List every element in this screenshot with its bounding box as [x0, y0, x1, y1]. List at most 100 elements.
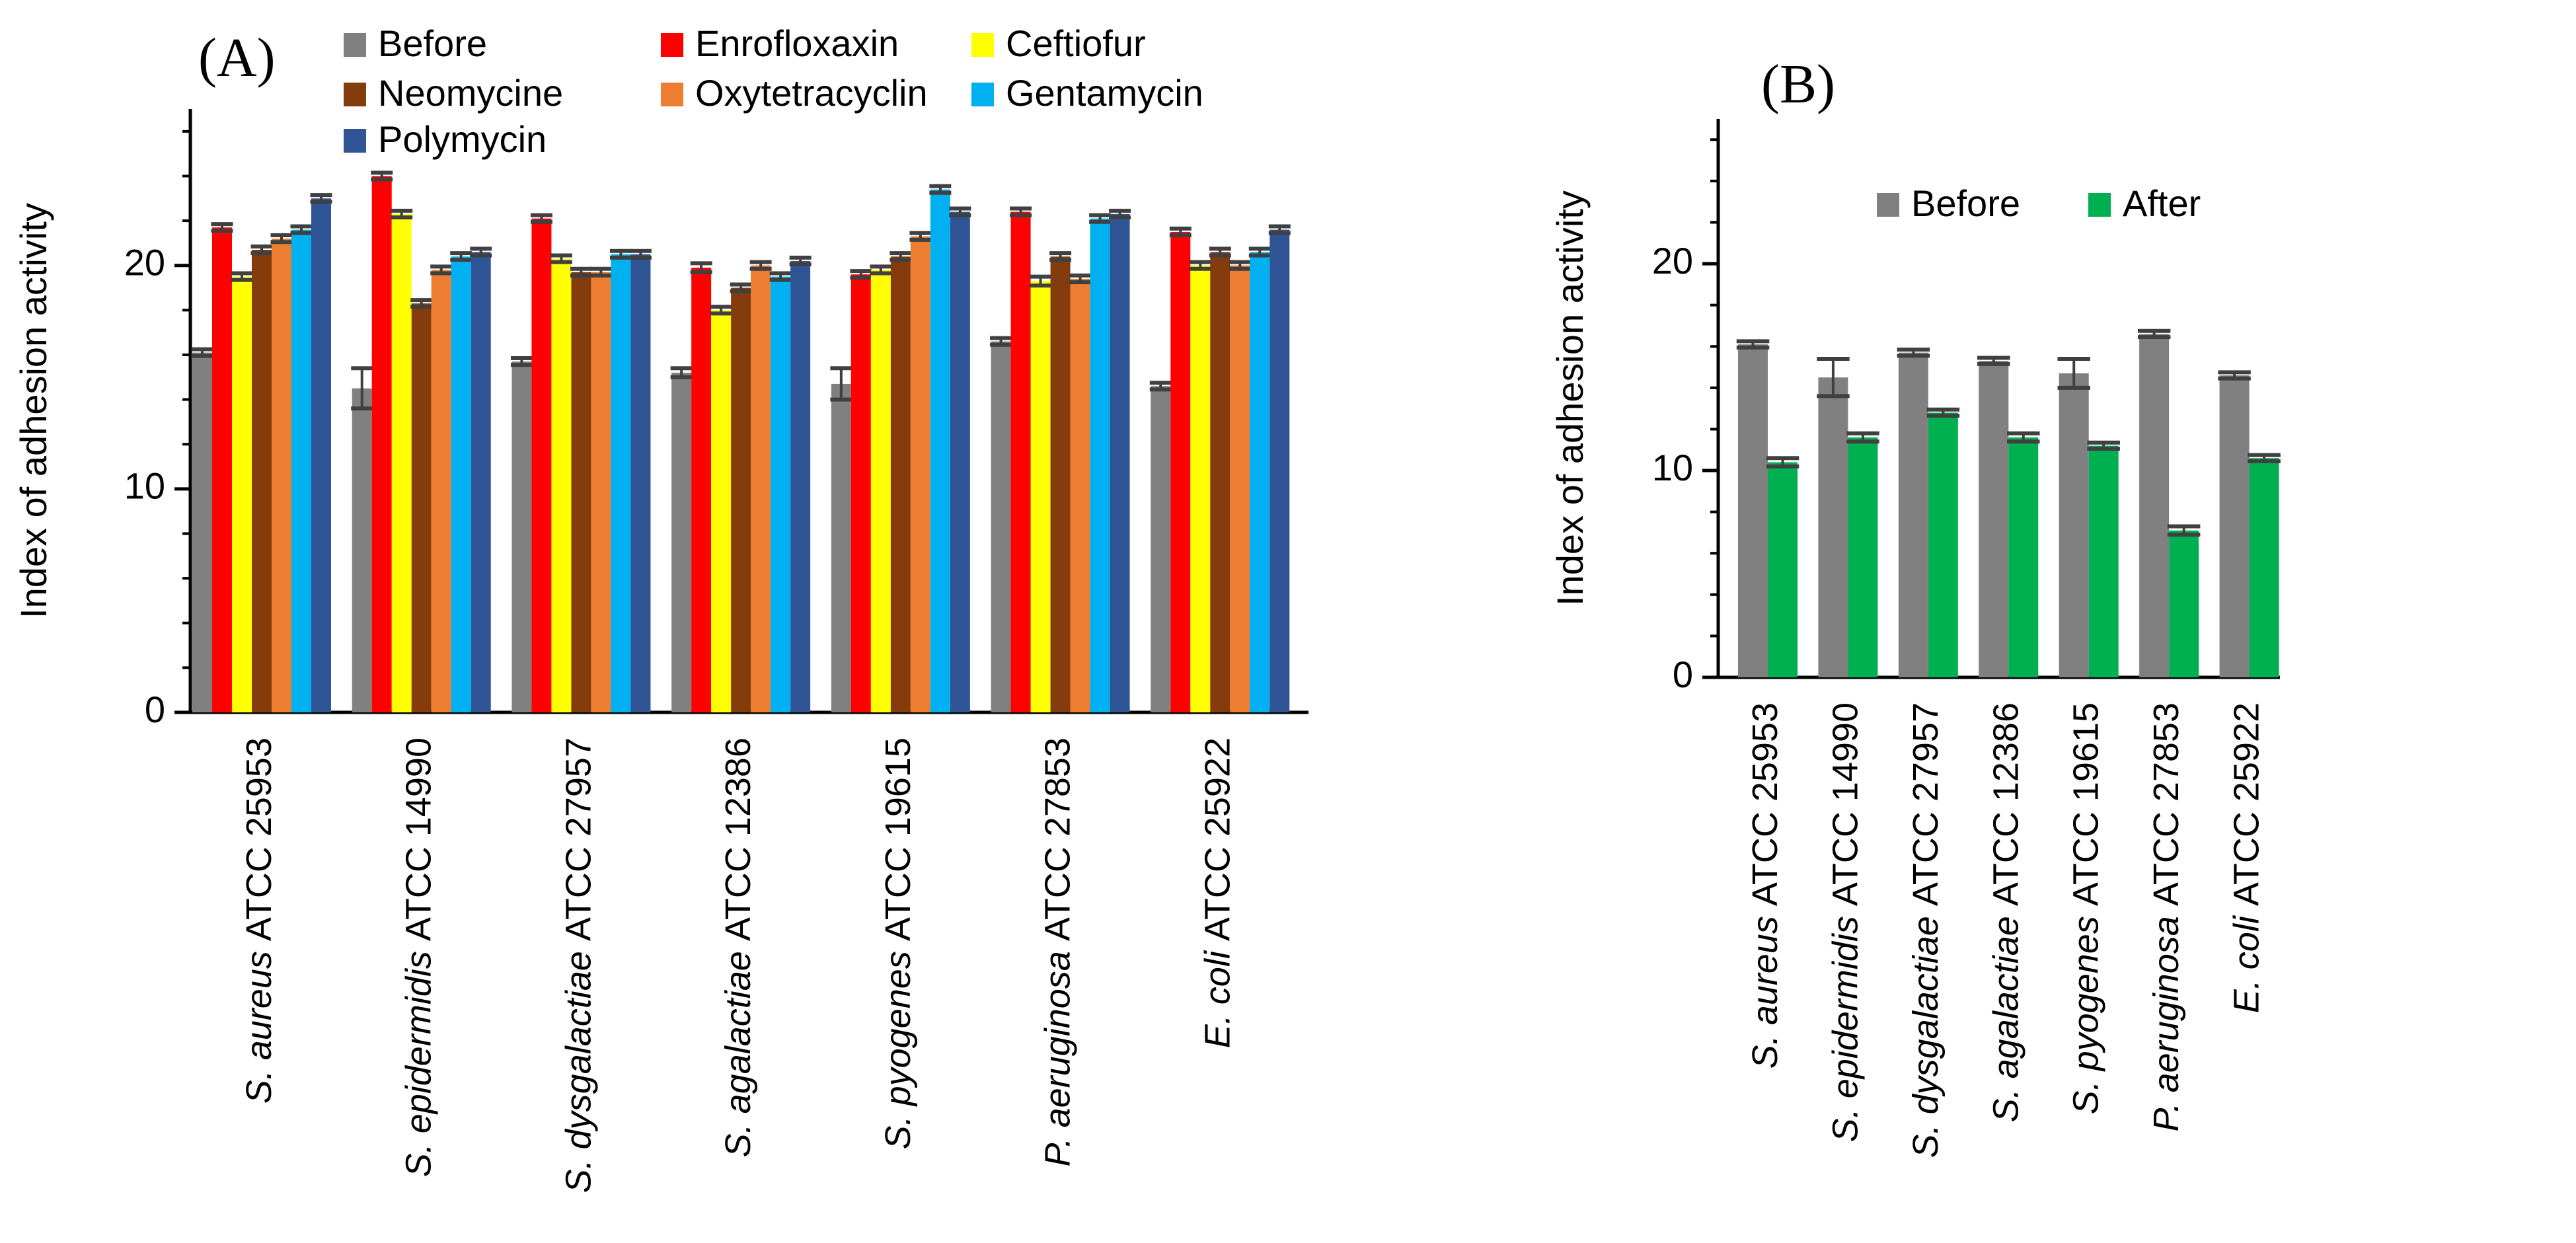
bar-enrofloxaxin-2	[371, 176, 392, 712]
bar-after-4	[2008, 437, 2039, 677]
legend-swatch-gentamycin	[971, 83, 994, 106]
bar-before-5	[831, 383, 851, 712]
legend-label-neomycine: Neomycine	[378, 72, 563, 114]
bar-polymycin-4	[790, 260, 811, 712]
bar-before-7	[2219, 375, 2250, 677]
y-tick-label: 0	[1673, 654, 1693, 695]
legend-label-enrofloxaxin: Enrofloxaxin	[695, 22, 899, 64]
bar-oxytetracyclin-6	[1070, 278, 1090, 713]
x-tick-label: E. coli ATCC 25922	[1198, 737, 1238, 1048]
legend-label-ceftiofur: Ceftiofur	[1006, 22, 1146, 64]
x-tick-label: S. epidermidis ATCC 14990	[1826, 702, 1866, 1142]
bar-enrofloxaxin-3	[531, 218, 552, 712]
bar-oxytetracyclin-3	[591, 272, 611, 712]
panel-label: (A)	[198, 27, 276, 89]
x-tick-label: S. aureus ATCC 25953	[1745, 702, 1785, 1069]
bar-gentamycin-7	[1250, 252, 1270, 713]
bar-polymycin-6	[1110, 213, 1130, 712]
bar-before-7	[1151, 386, 1171, 712]
y-tick-label: 10	[124, 465, 165, 507]
bar-before-1	[192, 352, 212, 712]
legend-label-polymycin: Polymycin	[378, 118, 547, 160]
bar-ceftiofur-4	[711, 310, 732, 712]
bar-ceftiofur-1	[232, 276, 252, 713]
bar-gentamycin-5	[930, 189, 950, 712]
x-tick-label: S. agalactiae ATCC 12386	[718, 737, 758, 1157]
bar-ceftiofur-7	[1190, 265, 1211, 712]
y-tick-label: 10	[1652, 447, 1693, 488]
legend-swatch-enrofloxaxin	[661, 33, 683, 57]
bar-oxytetracyclin-7	[1230, 265, 1250, 712]
bar-oxytetracyclin-4	[751, 265, 771, 712]
x-tick-label: P. aeruginosa ATCC 27853	[1038, 737, 1078, 1166]
x-tick-label: S. agalactiae ATCC 12386	[1987, 702, 2026, 1122]
y-tick-label: 20	[1652, 240, 1693, 282]
bar-before-3	[511, 361, 532, 712]
bar-before-6	[2139, 334, 2170, 678]
legend-swatch-polymycin	[344, 129, 366, 153]
y-axis-label: Index of adhesion activity	[13, 203, 54, 619]
bar-before-3	[1898, 352, 1928, 677]
x-tick-label: S. pyogenes ATCC 19615	[878, 737, 918, 1149]
legend-label-gentamycin: Gentamycin	[1006, 72, 1203, 114]
panel-b: (B) Index of adhesion activity 0 10 20 S. aur…	[1549, 54, 2281, 1158]
bar-gentamycin-4	[771, 276, 791, 713]
bar-gentamycin-6	[1090, 218, 1110, 712]
bar-after-7	[2249, 458, 2279, 677]
bar-enrofloxaxin-7	[1170, 231, 1191, 713]
y-tick-label: 20	[124, 242, 165, 283]
x-tick-label: S. aureus ATCC 25953	[239, 737, 279, 1104]
bar-after-1	[1768, 462, 1798, 677]
legend-label-after: After	[2123, 182, 2201, 224]
bar-neomycine-6	[1050, 256, 1071, 713]
bar-neomycine-5	[890, 256, 911, 713]
y-tick-label: 0	[145, 689, 165, 730]
x-tick-label: P. aeruginosa ATCC 27853	[2146, 702, 2186, 1131]
bar-oxytetracyclin-2	[431, 270, 451, 712]
legend-swatch-after	[2088, 193, 2111, 217]
bar-ceftiofur-5	[870, 270, 891, 712]
bar-before-2	[1818, 377, 1848, 677]
bar-neomycine-3	[571, 272, 591, 712]
bar-gentamycin-2	[451, 256, 471, 713]
legend-swatch-before	[344, 33, 366, 57]
bar-before-4	[1979, 361, 2009, 677]
x-tick-label: S. epidermidis ATCC 14990	[399, 737, 439, 1177]
legend-swatch-ceftiofur	[971, 33, 994, 57]
bar-enrofloxaxin-1	[212, 227, 232, 712]
bar-gentamycin-1	[291, 229, 311, 713]
bar-polymycin-2	[471, 252, 491, 713]
bar-enrofloxaxin-6	[1010, 211, 1031, 712]
bar-before-2	[352, 388, 372, 712]
bar-after-5	[2088, 445, 2119, 677]
bar-ceftiofur-3	[551, 258, 572, 712]
bar-polymycin-1	[311, 198, 331, 712]
bar-ceftiofur-2	[391, 213, 412, 712]
bar-neomycine-7	[1210, 252, 1231, 713]
legend-label-before: Before	[1911, 182, 2020, 224]
bar-oxytetracyclin-1	[272, 239, 291, 712]
bar-after-6	[2169, 530, 2199, 677]
legend-swatch-before	[1877, 193, 1899, 217]
panel-label: (B)	[1761, 54, 1835, 115]
bar-enrofloxaxin-5	[851, 274, 871, 713]
bar-before-1	[1738, 344, 1768, 677]
x-tick-label: S. dysgalactiae ATCC 27957	[1906, 702, 1946, 1158]
bar-before-4	[671, 373, 692, 712]
bar-enrofloxaxin-4	[691, 268, 712, 712]
bar-before-5	[2059, 373, 2089, 677]
bar-ceftiofur-6	[1030, 281, 1051, 712]
bar-after-3	[1928, 412, 1958, 677]
bar-before-6	[991, 341, 1011, 712]
bar-polymycin-7	[1269, 229, 1290, 713]
x-tick-label: S. dysgalactiae ATCC 27957	[559, 737, 599, 1193]
legend-label-oxytetracyclin: Oxytetracyclin	[695, 72, 928, 114]
bar-gentamycin-3	[611, 254, 631, 713]
x-tick-label: S. pyogenes ATCC 19615	[2066, 702, 2106, 1114]
bar-polymycin-3	[630, 254, 651, 713]
bar-polymycin-5	[950, 211, 970, 712]
bar-neomycine-2	[411, 303, 432, 712]
bar-neomycine-4	[731, 287, 751, 712]
y-axis-label: Index of adhesion activity	[1549, 190, 1591, 606]
legend-swatch-oxytetracyclin	[661, 83, 683, 106]
